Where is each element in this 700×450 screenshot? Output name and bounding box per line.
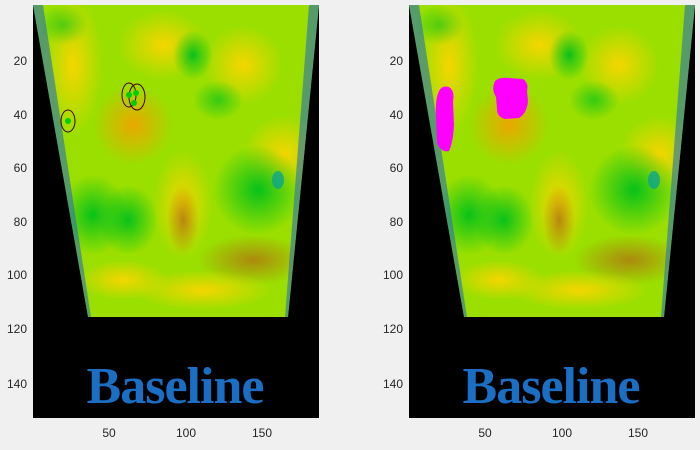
y-tick-label: 40 — [389, 108, 403, 122]
image-right[interactable]: Baseline — [409, 5, 695, 418]
y-tick-label: 40 — [13, 108, 27, 122]
y-tick-label: 140 — [6, 377, 27, 391]
x-tick-label: 50 — [102, 426, 116, 440]
thermal-image-right: Baseline — [409, 5, 695, 418]
y-tick-label: 120 — [382, 322, 403, 336]
y-tick-label: 80 — [389, 215, 403, 229]
x-tick-label: 150 — [627, 426, 649, 440]
x-tick-label: 100 — [175, 426, 197, 440]
axes-left[interactable]: Baseline 20 40 60 80 100 120 140 50 100 … — [7, 5, 319, 440]
y-tick-label: 100 — [6, 268, 27, 282]
caption-left: Baseline — [87, 358, 264, 415]
x-tick-label: 150 — [251, 426, 273, 440]
y-tick-label: 60 — [13, 161, 27, 175]
x-tick-label: 50 — [478, 426, 492, 440]
axes-right[interactable]: Baseline 20 40 60 80 100 120 140 50 100 … — [383, 5, 695, 440]
caption-right: Baseline — [463, 358, 640, 415]
y-tick-label: 20 — [389, 54, 403, 68]
segmentation-mask-right — [435, 77, 528, 152]
thermal-image-left: Baseline — [33, 5, 319, 418]
image-left[interactable]: Baseline — [33, 5, 319, 418]
y-tick-label: 100 — [382, 268, 403, 282]
detection-markers-left — [60, 82, 146, 133]
y-tick-label: 140 — [382, 377, 403, 391]
y-tick-label: 60 — [389, 161, 403, 175]
x-tick-label: 100 — [551, 426, 573, 440]
y-tick-label: 20 — [13, 54, 27, 68]
y-tick-label: 120 — [6, 322, 27, 336]
y-tick-label: 80 — [13, 215, 27, 229]
